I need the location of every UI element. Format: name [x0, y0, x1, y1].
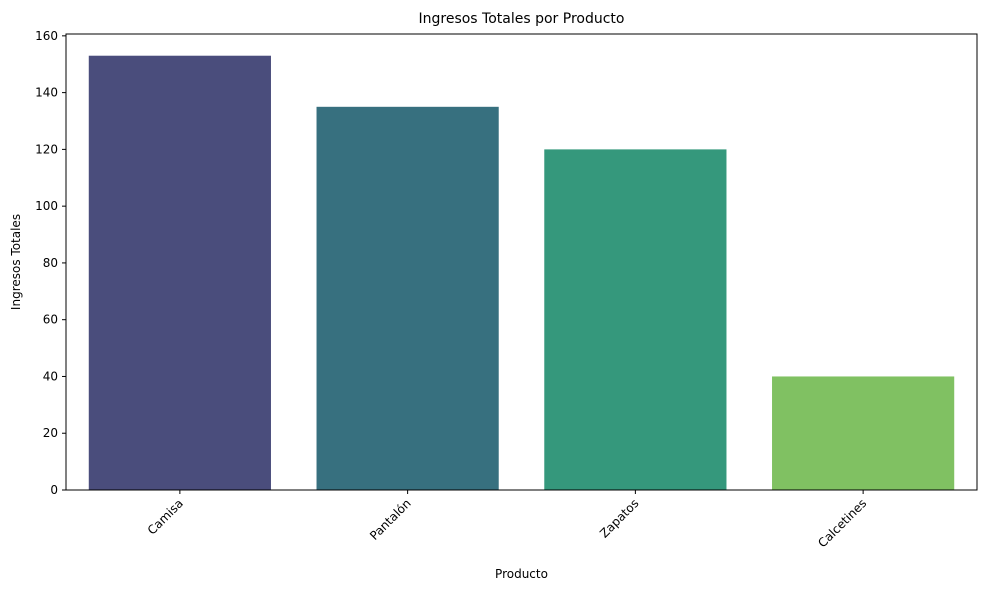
plot-frame — [65, 33, 978, 491]
bar-0 — [88, 55, 271, 490]
y-tick-label-8: 160 — [35, 29, 58, 43]
bars-group — [88, 55, 955, 490]
y-axis: 0 20 40 60 80 100 120 140 160 — [35, 29, 66, 497]
y-tick-label-5: 100 — [35, 199, 58, 213]
y-tick-label-0: 0 — [50, 483, 58, 497]
y-axis-label: Ingresos Totales — [9, 214, 23, 310]
y-tick-label-1: 20 — [43, 426, 58, 440]
x-axis-label: Producto — [495, 567, 548, 581]
bar-1 — [316, 106, 499, 490]
y-tick-label-6: 120 — [35, 142, 58, 156]
bar-2 — [544, 149, 727, 490]
y-tick-label-4: 80 — [43, 256, 58, 270]
chart-title: Ingresos Totales por Producto — [419, 11, 625, 27]
y-tick-label-2: 40 — [43, 369, 58, 383]
y-tick-label-7: 140 — [35, 86, 58, 100]
bar-3 — [772, 376, 955, 490]
y-tick-label-3: 60 — [43, 313, 58, 327]
